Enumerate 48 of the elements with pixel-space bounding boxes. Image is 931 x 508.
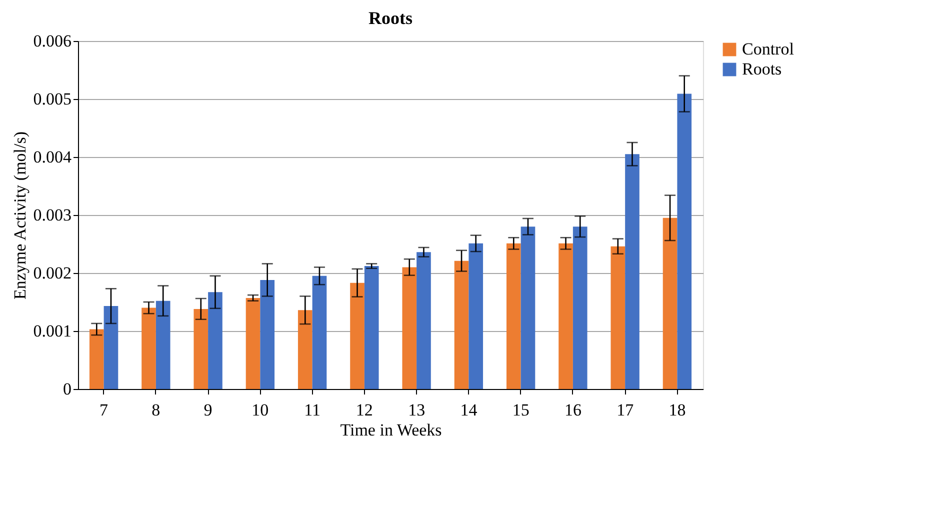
- bar: [246, 298, 260, 389]
- bar: [364, 266, 379, 389]
- bar: [298, 310, 312, 389]
- bar: [156, 300, 170, 389]
- bar: [625, 154, 640, 389]
- bar: [104, 306, 118, 389]
- bar: [572, 226, 588, 389]
- bar: [142, 308, 156, 389]
- bar: [194, 308, 208, 389]
- legend-label: Control: [742, 40, 794, 58]
- x-tick-label: 11: [304, 400, 320, 420]
- y-tick-label: 0: [63, 380, 72, 398]
- x-tick-label: 14: [460, 400, 478, 420]
- y-tick-label: 0.002: [33, 264, 72, 282]
- x-tick-label: 16: [564, 400, 582, 420]
- y-tick-label: 0.006: [33, 32, 72, 50]
- bar: [89, 329, 104, 389]
- y-tick-label: 0.005: [33, 90, 72, 108]
- bar: [454, 260, 469, 389]
- x-tick-label: 12: [356, 400, 373, 420]
- x-tick-label: 13: [408, 400, 426, 420]
- bar: [350, 282, 364, 389]
- bar: [677, 94, 692, 389]
- bar: [416, 252, 431, 389]
- y-tick-label: 0.004: [33, 148, 72, 166]
- bar: [312, 276, 327, 389]
- bar: [506, 243, 521, 389]
- x-tick-label: 8: [152, 400, 160, 420]
- bar: [260, 280, 275, 389]
- x-tick-label: 7: [100, 400, 109, 420]
- x-tick-label: 15: [512, 400, 530, 420]
- bar: [208, 292, 222, 389]
- bar: [558, 243, 573, 389]
- bar: [468, 243, 484, 389]
- bar: [402, 267, 417, 389]
- y-tick-label: 0.003: [33, 206, 72, 224]
- bar: [662, 218, 678, 389]
- y-tick-label: 0.001: [33, 322, 72, 340]
- legend-label: Roots: [742, 60, 782, 78]
- x-tick-label: 9: [204, 400, 212, 420]
- x-tick-label: 17: [616, 400, 634, 420]
- x-axis-title: Time in Weeks: [340, 420, 442, 440]
- x-tick-label: 18: [668, 400, 686, 420]
- x-tick-label: 10: [252, 400, 269, 420]
- bar: [610, 246, 626, 389]
- y-axis-title: Enzyme Activity (mol/s): [10, 131, 30, 300]
- chart-title: Roots: [368, 8, 412, 28]
- bar: [520, 226, 536, 389]
